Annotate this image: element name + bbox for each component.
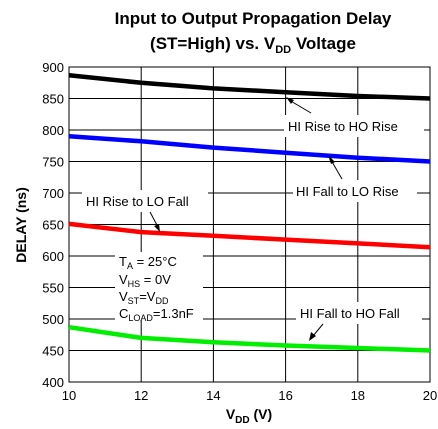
y-tick-label: 750 — [42, 155, 64, 170]
annotation-hi-rise-lo-fall-label: HI Rise to LO Fall — [86, 194, 189, 209]
x-axis-label-main: V — [226, 406, 236, 422]
annotation-hi-rise-lo-fall: HI Rise to LO Fall — [82, 190, 208, 232]
series-layer — [68, 72, 431, 353]
y-axis-label: DELAY (ns) — [13, 187, 29, 262]
ticks-layer: 400 450 500 550 600 650 700 750 800 850 900 10 12 14 1… — [42, 60, 437, 403]
x-axis-label: VDD (V) — [226, 406, 272, 426]
y-tick-label: 700 — [42, 186, 64, 201]
chart-title-line2: (ST=High) vs. VDD Voltage — [150, 34, 356, 56]
x-tick-label: 14 — [206, 388, 220, 403]
annotation-hi-rise-ho-rise-label: HI Rise to HO Rise — [288, 119, 398, 134]
condition-vst: VST=VDD — [119, 289, 169, 306]
y-tick-label: 450 — [42, 344, 64, 359]
x-tick-label: 16 — [278, 388, 292, 403]
x-tick-label: 18 — [351, 388, 365, 403]
chart-title-line1: Input to Output Propagation Delay — [115, 9, 392, 28]
y-tick-label: 550 — [42, 281, 64, 296]
y-tick-label: 850 — [42, 92, 64, 107]
series-line-hi-rise-to-ho-rise — [68, 72, 431, 101]
chart-title-line2-pre: (ST=High) vs. V — [150, 34, 276, 53]
grid-layer — [68, 66, 431, 383]
annotation-hi-fall-ho-fall: HI Fall to HO Fall — [296, 302, 422, 341]
condition-ta: TA = 25°C — [119, 254, 177, 271]
y-tick-label: 900 — [42, 60, 64, 75]
series-line-hi-fall-to-ho-fall — [68, 324, 431, 353]
x-tick-label: 10 — [62, 388, 76, 403]
y-tick-label: 500 — [42, 312, 64, 327]
chart-title-line2-post: Voltage — [291, 34, 356, 53]
y-tick-label: 600 — [42, 249, 64, 264]
annotation-hi-fall-ho-fall-label: HI Fall to HO Fall — [300, 306, 400, 321]
condition-cload: CLOAD=1.3nF — [119, 306, 194, 323]
series-line-hi-rise-to-lo-fall — [68, 221, 431, 250]
x-tick-label: 12 — [134, 388, 148, 403]
annotation-hi-rise-ho-rise: HI Rise to HO Rise — [284, 97, 424, 137]
x-axis-label-sub: DD — [235, 415, 249, 426]
annotation-hi-fall-lo-rise-label: HI Fall to LO Rise — [296, 184, 399, 199]
test-conditions: TA = 25°C VHS = 0V VST=VDD CLOAD=1.3nF — [115, 252, 203, 323]
series-line-hi-fall-to-lo-rise — [68, 134, 431, 164]
x-axis-label-post: (V) — [250, 406, 273, 422]
y-tick-label: 650 — [42, 218, 64, 233]
annotation-hi-fall-lo-rise: HI Fall to LO Rise — [293, 155, 417, 202]
y-tick-label: 800 — [42, 123, 64, 138]
chart-title-line2-sub: DD — [275, 44, 291, 56]
y-tick-label: 400 — [42, 375, 64, 390]
x-tick-label: 20 — [423, 388, 437, 403]
condition-vhs: VHS = 0V — [119, 272, 171, 289]
